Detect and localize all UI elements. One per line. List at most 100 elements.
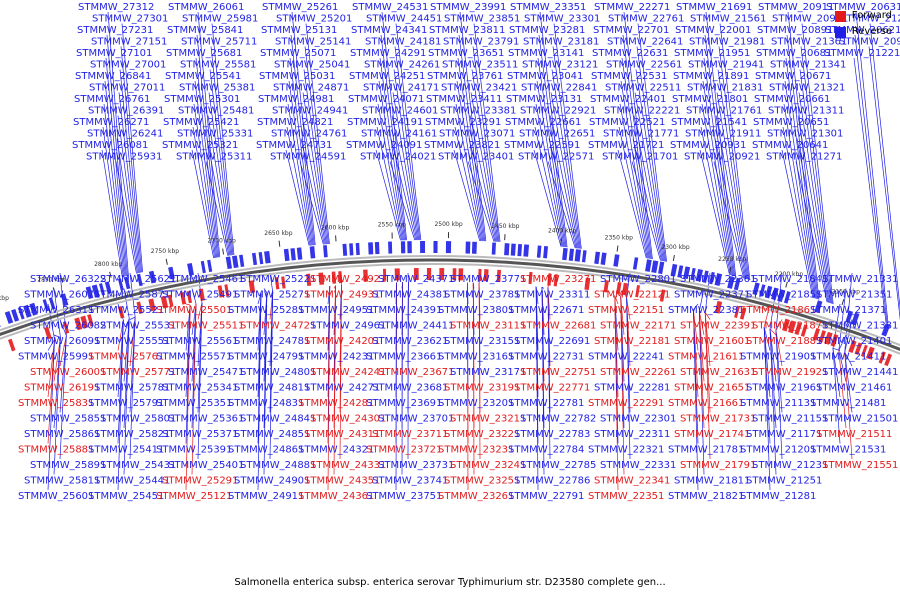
connector-line: [191, 303, 197, 475]
gene-arrow: [695, 268, 703, 282]
connector-line: [470, 92, 498, 242]
gene-arrow: [355, 242, 360, 256]
gene-label-reverse: STMMW_21351: [816, 290, 892, 301]
gene-label-reverse: STMMW_25411: [88, 445, 164, 456]
gene-label-reverse: STMMW_21331: [822, 274, 898, 285]
gene-label-forward: STMMW_25881: [18, 445, 94, 456]
gene-label-reverse: STMMW_22784: [508, 445, 584, 456]
gene-label-forward: STMMW_26001: [30, 367, 106, 378]
gene-label-reverse: STMMW_25571: [156, 352, 232, 363]
gene-label-reverse: STMMW_26322: [30, 274, 106, 285]
gene-label-reverse: STMMW_25981: [182, 14, 258, 25]
gene-arrow: [528, 271, 533, 285]
connector-line: [210, 46, 234, 256]
gene-label-reverse: STMMW_25581: [180, 60, 256, 71]
gene-arrow: [547, 273, 552, 286]
gene-label-reverse: STMMW_22381: [668, 305, 744, 316]
connector-line: [285, 149, 310, 246]
gene-label-reverse: STMMW_22921: [520, 106, 596, 117]
gene-label-reverse: STMMW_25311: [176, 152, 252, 163]
connector-line: [775, 319, 783, 331]
gene-label-reverse: STMMW_25371: [162, 429, 238, 440]
gene-arrow: [860, 344, 868, 357]
gene-label-reverse: STMMW_21301: [767, 129, 843, 140]
gene-label-forward: STMMW_23221: [444, 429, 520, 440]
gene-label-reverse: STMMW_21171: [746, 429, 822, 440]
gene-arrow: [11, 308, 20, 322]
connector-line: [705, 11, 737, 277]
gene-label-forward: STMMW_24721: [240, 321, 316, 332]
connector-line: [551, 69, 580, 249]
gene-arrow: [824, 331, 833, 345]
gene-label-reverse: STMMW_21901: [740, 352, 816, 363]
gene-arrows: [0, 241, 900, 367]
gene-label-forward: STMMW_23191: [444, 383, 520, 394]
connector-line: [784, 80, 817, 299]
gene-arrow: [865, 346, 875, 360]
gene-label-reverse: STMMW_24911: [228, 491, 304, 502]
connector-line: [105, 57, 127, 276]
gene-label-forward: STMMW_24921: [310, 274, 386, 285]
connector-line: [547, 161, 576, 249]
gene-arrow: [198, 288, 205, 302]
gene-arrow: [800, 324, 808, 337]
gene-label-reverse: STMMW_24901: [234, 476, 310, 487]
gene-label-reverse: STMMW_23381: [440, 106, 516, 117]
gene-label-reverse: STMMW_21981: [689, 37, 765, 48]
backbone-main: [0, 258, 900, 352]
gene-label-forward: STMMW_23711: [372, 429, 448, 440]
scale-tick: [672, 254, 675, 262]
gene-label-reverse: STMMW_20641: [752, 140, 828, 151]
connector-line: [119, 69, 141, 273]
gene-label-reverse: STMMW_21361: [771, 37, 847, 48]
gene-label-reverse: STMMW_21151: [752, 414, 828, 425]
connector-line: [471, 69, 499, 242]
gene-label-reverse: STMMW_22241: [588, 352, 664, 363]
gene-label-reverse: STMMW_24881: [240, 460, 316, 471]
connector-line: [769, 328, 777, 475]
gene-label-forward: STMMW_21921: [752, 367, 828, 378]
gene-label-reverse: STMMW_22321: [588, 445, 664, 456]
gene-label-reverse: STMMW_25531: [100, 321, 176, 332]
gene-label-reverse: STMMW_23791: [443, 37, 519, 48]
gene-label-reverse: STMMW_24831: [228, 398, 304, 409]
connector-line: [844, 319, 853, 353]
connector-line: [192, 126, 216, 259]
gene-label-reverse: STMMW_23291: [425, 117, 501, 128]
gene-label-forward: STMMW_22771: [514, 383, 590, 394]
gene-label-reverse: STMMW_21771: [603, 129, 679, 140]
gene-label-reverse: STMMW_23661: [366, 352, 442, 363]
gene-label-forward: STMMW_24351: [304, 476, 380, 487]
connector-line: [129, 317, 136, 367]
gene-arrow: [306, 273, 312, 286]
gene-label-reverse: STMMW_20681: [756, 48, 832, 59]
gene-label-reverse: STMMW_22311: [594, 429, 670, 440]
connector-line: [473, 23, 501, 242]
gene-arrow: [734, 305, 740, 318]
gene-arrow: [562, 247, 568, 261]
connector-line: [699, 149, 730, 276]
gene-label-reverse: STMMW_23851: [444, 14, 520, 25]
gene-label-forward: STMMW_23721: [366, 445, 442, 456]
gene-label-reverse: STMMW_22631: [592, 48, 668, 59]
connector-line: [799, 69, 832, 304]
gene-label-reverse: STMMW_20661: [754, 94, 830, 105]
gene-arrow: [854, 342, 863, 355]
gene-label-reverse: STMMW_21221: [824, 48, 900, 59]
connector-line: [782, 126, 815, 299]
gene-label-reverse: STMMW_25841: [167, 25, 243, 36]
connector-line: [59, 335, 67, 413]
connector-line: [617, 149, 647, 259]
gene-label-reverse: STMMW_21371: [810, 305, 886, 316]
gene-label-forward: STMMW_21661: [668, 398, 744, 409]
gene-label-reverse: STMMW_24761: [271, 129, 347, 140]
connector-line: [53, 337, 61, 382]
gene-arrow: [600, 252, 607, 265]
gene-label-reverse: STMMW_22371: [674, 290, 750, 301]
gene-arrow: [683, 266, 691, 280]
scale-label: 2300 kbp: [661, 244, 689, 251]
gene-arrow: [331, 271, 337, 284]
gene-label-reverse: STMMW_24271: [304, 383, 380, 394]
gene-label-reverse: STMMW_23401: [438, 152, 514, 163]
gene-label-reverse: STMMW_27011: [89, 83, 165, 94]
